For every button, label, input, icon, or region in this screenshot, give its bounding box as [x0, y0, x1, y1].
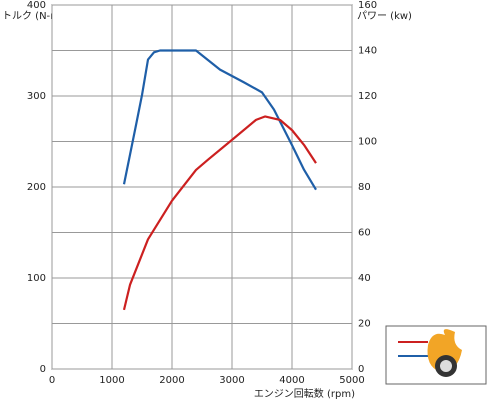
x-tick-label: 4000: [279, 375, 304, 386]
x-tick-label: 5000: [339, 375, 364, 386]
line: [122, 115, 317, 311]
x-tick-label: 0: [49, 375, 55, 386]
y2-tick-label: 0: [358, 364, 364, 375]
y2-tick-label: 140: [358, 46, 377, 57]
right-axis-title: パワー (kw): [357, 10, 412, 22]
legend-icon: [440, 360, 452, 372]
y-tick-label: 400: [27, 0, 46, 11]
y-tick-label: 0: [40, 364, 46, 375]
y-tick-label: 200: [27, 182, 46, 193]
y2-tick-label: 20: [358, 319, 371, 330]
y2-tick-label: 80: [358, 182, 371, 193]
y2-tick-label: 100: [358, 137, 377, 148]
x-tick-label: 1000: [99, 375, 124, 386]
y2-tick-label: 120: [358, 91, 377, 102]
y-tick-label: 100: [27, 273, 46, 284]
x-axis-title: エンジン回転数 (rpm): [254, 387, 355, 400]
y2-tick-label: 60: [358, 228, 371, 239]
legend: [385, 325, 487, 385]
y2-tick-label: 40: [358, 273, 371, 284]
line: [122, 49, 317, 191]
left-axis-title: トルク (N-m): [2, 10, 64, 22]
y2-tick-label: 160: [358, 0, 377, 11]
x-tick-label: 3000: [219, 375, 244, 386]
y-tick-label: 300: [27, 91, 46, 102]
x-tick-label: 2000: [159, 375, 184, 386]
